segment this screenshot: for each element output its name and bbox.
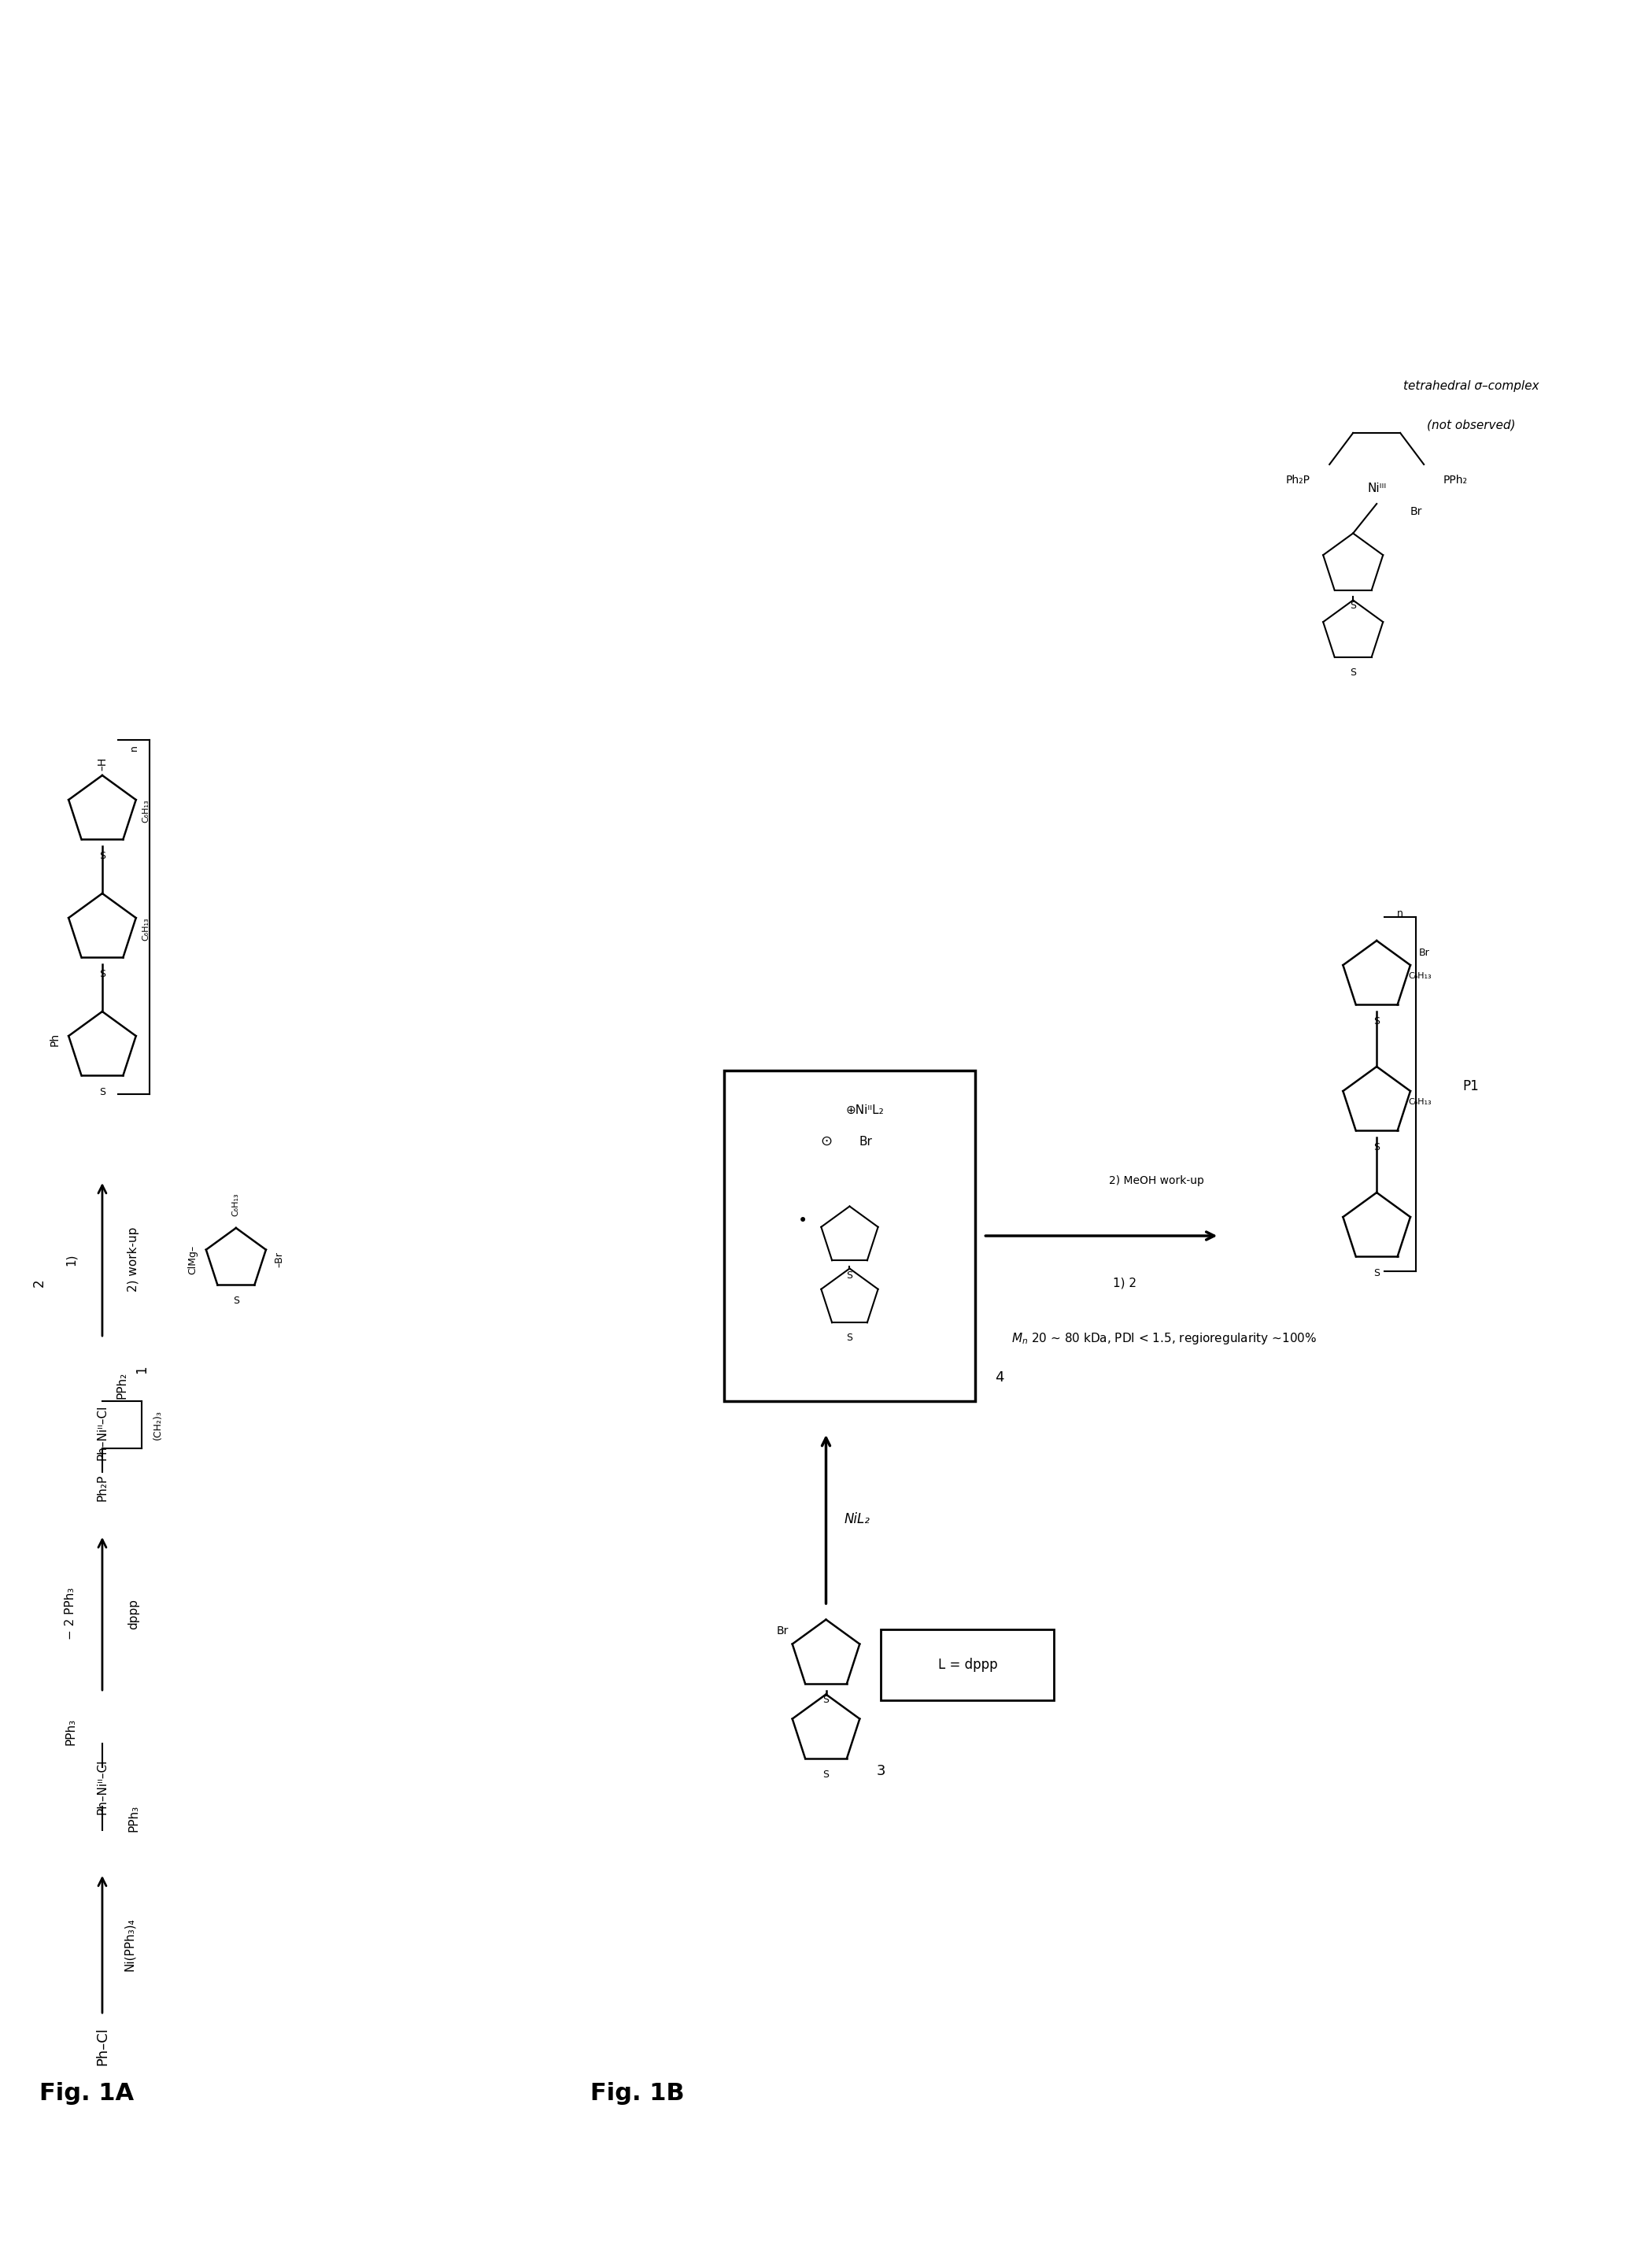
- FancyBboxPatch shape: [881, 1630, 1054, 1700]
- Text: Ph–Niᴵᴵ–Cl: Ph–Niᴵᴵ–Cl: [96, 1759, 107, 1814]
- Text: S: S: [1373, 1016, 1379, 1027]
- Text: S: S: [1350, 601, 1356, 610]
- Text: P1: P1: [1464, 1079, 1479, 1093]
- Text: Br: Br: [1409, 506, 1422, 517]
- FancyBboxPatch shape: [724, 1070, 975, 1401]
- Text: ⊕NiᴵᴵL₂: ⊕NiᴵᴵL₂: [846, 1104, 884, 1115]
- Text: S: S: [846, 1333, 852, 1342]
- Text: Br: Br: [776, 1625, 788, 1637]
- Text: n: n: [129, 744, 139, 750]
- Text: –H: –H: [97, 757, 107, 771]
- Text: (not observed): (not observed): [1427, 419, 1515, 431]
- Text: S: S: [99, 1086, 106, 1097]
- Text: ClMg–: ClMg–: [188, 1245, 198, 1274]
- Text: C₆H₁₃: C₆H₁₃: [142, 798, 149, 823]
- Text: Ph–Cl: Ph–Cl: [96, 2027, 109, 2065]
- Text: 1): 1): [64, 1254, 76, 1265]
- Text: 2) work-up: 2) work-up: [127, 1226, 140, 1292]
- Text: S: S: [846, 1270, 852, 1281]
- Text: Ph–Niᴵᴵ–Cl: Ph–Niᴵᴵ–Cl: [96, 1406, 107, 1460]
- Text: Ph₂P: Ph₂P: [96, 1474, 107, 1501]
- Text: 2) MeOH work-up: 2) MeOH work-up: [1108, 1174, 1204, 1186]
- Text: •: •: [798, 1213, 808, 1229]
- Text: Br: Br: [859, 1136, 872, 1147]
- Text: Br: Br: [1419, 948, 1429, 957]
- Text: 1) 2: 1) 2: [1113, 1276, 1137, 1290]
- Text: PPh₂: PPh₂: [116, 1372, 127, 1399]
- Text: S: S: [99, 968, 106, 979]
- Text: PPh₃: PPh₃: [127, 1805, 140, 1832]
- Text: S: S: [1373, 1143, 1379, 1152]
- Text: C₆H₁₃: C₆H₁₃: [231, 1192, 240, 1215]
- Text: –Br: –Br: [274, 1251, 284, 1267]
- Text: 4: 4: [995, 1372, 1004, 1385]
- Text: Fig. 1A: Fig. 1A: [40, 2083, 134, 2106]
- Text: S: S: [233, 1294, 240, 1306]
- Text: C₆H₁₃: C₆H₁₃: [142, 918, 149, 941]
- Text: 2: 2: [33, 1279, 46, 1288]
- Text: dppp: dppp: [127, 1598, 140, 1630]
- Text: 3: 3: [877, 1764, 885, 1777]
- Text: PPh₂: PPh₂: [1444, 474, 1467, 485]
- Text: S: S: [99, 850, 106, 861]
- Text: S: S: [1350, 666, 1356, 678]
- Text: NiL₂: NiL₂: [844, 1512, 871, 1526]
- Text: Fig. 1B: Fig. 1B: [590, 2083, 684, 2106]
- Text: Niᴵᴵᴵ: Niᴵᴵᴵ: [1368, 483, 1386, 494]
- Text: PPh₃: PPh₃: [64, 1718, 76, 1746]
- Text: ⊙: ⊙: [819, 1134, 833, 1149]
- Text: Ph: Ph: [50, 1031, 61, 1045]
- Text: $\mathit{M_n}$ 20 ~ 80 kDa, PDI < 1.5, regioregularity ~100%: $\mathit{M_n}$ 20 ~ 80 kDa, PDI < 1.5, r…: [1011, 1331, 1317, 1347]
- Text: S: S: [823, 1696, 829, 1705]
- Text: C₆H₁₃: C₆H₁₃: [1408, 973, 1432, 979]
- Text: n: n: [1398, 909, 1403, 918]
- Text: − 2 PPh₃: − 2 PPh₃: [64, 1587, 76, 1639]
- Text: (CH₂)₃: (CH₂)₃: [152, 1410, 162, 1440]
- Text: Ph₂P: Ph₂P: [1285, 474, 1310, 485]
- Text: S: S: [823, 1771, 829, 1780]
- Text: L = dppp: L = dppp: [938, 1657, 998, 1673]
- Text: tetrahedral σ–complex: tetrahedral σ–complex: [1403, 381, 1540, 392]
- Text: Ni(PPh₃)₄: Ni(PPh₃)₄: [124, 1918, 135, 1970]
- Text: C₆H₁₃: C₆H₁₃: [1408, 1097, 1432, 1106]
- Text: S: S: [1373, 1267, 1379, 1279]
- Text: 1: 1: [134, 1365, 149, 1374]
